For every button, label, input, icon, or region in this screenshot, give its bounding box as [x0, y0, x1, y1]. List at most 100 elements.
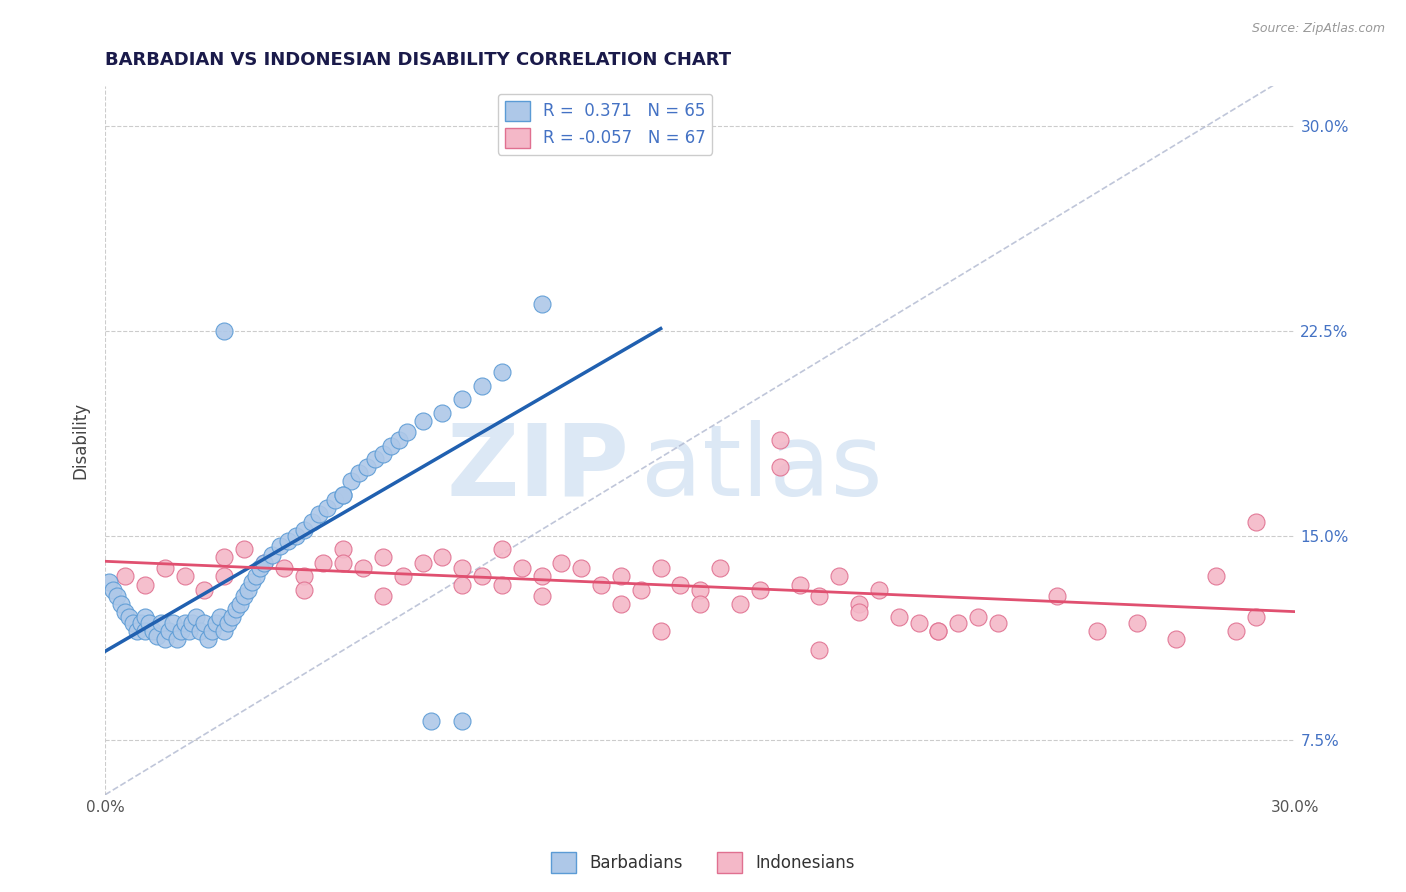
Point: [380, 439, 402, 453]
Point: [273, 561, 295, 575]
Point: [292, 569, 315, 583]
Point: [828, 569, 851, 583]
Point: [530, 569, 553, 583]
Point: [395, 425, 418, 439]
Point: [591, 577, 613, 591]
Point: [451, 577, 474, 591]
Text: BARBADIAN VS INDONESIAN DISABILITY CORRELATION CHART: BARBADIAN VS INDONESIAN DISABILITY CORRE…: [105, 51, 731, 69]
Point: [748, 583, 770, 598]
Point: [212, 324, 235, 338]
Point: [419, 714, 441, 728]
Point: [927, 624, 949, 638]
Point: [212, 550, 235, 565]
Point: [312, 556, 335, 570]
Point: [181, 615, 204, 630]
Point: [848, 597, 870, 611]
Point: [689, 583, 711, 598]
Point: [364, 452, 387, 467]
Legend: Barbadians, Indonesians: Barbadians, Indonesians: [546, 846, 860, 880]
Point: [162, 615, 184, 630]
Point: [510, 561, 533, 575]
Point: [967, 610, 990, 624]
Point: [371, 447, 394, 461]
Point: [1244, 515, 1267, 529]
Point: [122, 615, 145, 630]
Point: [432, 550, 454, 565]
Point: [308, 507, 330, 521]
Point: [868, 583, 890, 598]
Point: [173, 615, 195, 630]
Point: [292, 523, 315, 537]
Point: [332, 556, 354, 570]
Point: [190, 624, 212, 638]
Point: [808, 643, 831, 657]
Point: [728, 597, 751, 611]
Point: [236, 583, 259, 598]
Point: [229, 597, 252, 611]
Point: [146, 630, 169, 644]
Point: [451, 714, 474, 728]
Point: [292, 583, 315, 598]
Point: [193, 615, 215, 630]
Point: [253, 556, 276, 570]
Point: [173, 569, 195, 583]
Point: [789, 577, 811, 591]
Point: [186, 610, 208, 624]
Point: [332, 488, 354, 502]
Point: [356, 460, 378, 475]
Point: [451, 561, 474, 575]
Point: [138, 615, 160, 630]
Point: [491, 365, 513, 379]
Point: [388, 433, 411, 447]
Point: [177, 624, 200, 638]
Point: [689, 597, 711, 611]
Point: [149, 615, 172, 630]
Point: [347, 466, 370, 480]
Point: [118, 610, 141, 624]
Point: [769, 433, 792, 447]
Point: [471, 378, 494, 392]
Point: [193, 583, 215, 598]
Point: [197, 632, 219, 647]
Point: [371, 589, 394, 603]
Point: [352, 561, 374, 575]
Point: [114, 569, 136, 583]
Point: [1205, 569, 1227, 583]
Point: [948, 615, 970, 630]
Point: [217, 615, 239, 630]
Point: [769, 460, 792, 475]
Point: [491, 577, 513, 591]
Point: [284, 528, 307, 542]
Point: [153, 632, 176, 647]
Point: [153, 561, 176, 575]
Point: [709, 561, 731, 575]
Point: [169, 624, 191, 638]
Point: [316, 501, 339, 516]
Point: [212, 569, 235, 583]
Point: [245, 569, 267, 583]
Point: [1225, 624, 1247, 638]
Point: [808, 589, 831, 603]
Point: [253, 556, 276, 570]
Point: [301, 515, 323, 529]
Point: [134, 577, 156, 591]
Point: [129, 615, 152, 630]
Point: [432, 406, 454, 420]
Text: ZIP: ZIP: [446, 420, 628, 517]
Point: [240, 574, 263, 589]
Point: [371, 550, 394, 565]
Point: [166, 632, 188, 647]
Point: [848, 605, 870, 619]
Point: [412, 556, 434, 570]
Point: [1085, 624, 1108, 638]
Point: [209, 610, 232, 624]
Point: [101, 583, 124, 598]
Point: [650, 561, 672, 575]
Point: [233, 589, 256, 603]
Point: [669, 577, 692, 591]
Point: [610, 597, 633, 611]
Point: [569, 561, 592, 575]
Point: [212, 624, 235, 638]
Point: [887, 610, 910, 624]
Point: [157, 624, 180, 638]
